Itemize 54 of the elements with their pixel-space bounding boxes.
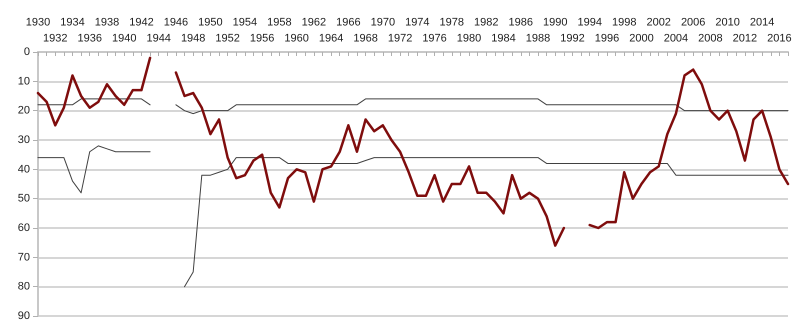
x-tick-label: 1970 bbox=[370, 16, 396, 28]
x-tick-label: 2006 bbox=[680, 16, 706, 28]
x-tick-label: 1946 bbox=[164, 16, 188, 28]
x-tick-label: 1964 bbox=[318, 32, 344, 44]
x-tick-label: 1936 bbox=[77, 32, 102, 44]
x-tick-label: 1988 bbox=[526, 32, 550, 44]
x-tick-label: 1950 bbox=[198, 16, 223, 28]
y-tick-label: 90 bbox=[18, 310, 30, 322]
x-tick-label: 1932 bbox=[43, 32, 68, 44]
x-tick-label: 2014 bbox=[750, 16, 774, 28]
x-tick-label: 1934 bbox=[60, 16, 85, 28]
x-tick-label: 1938 bbox=[94, 16, 120, 28]
x-tick-label: 1940 bbox=[112, 32, 136, 44]
y-tick-label: 80 bbox=[18, 280, 30, 293]
x-tick-label: 1978 bbox=[440, 16, 464, 28]
x-tick-label: 2002 bbox=[646, 16, 671, 28]
x-tick-label: 2010 bbox=[715, 16, 740, 28]
x-tick-label: 1982 bbox=[474, 16, 499, 28]
x-tick-label: 1992 bbox=[560, 32, 585, 44]
x-tick-label: 1984 bbox=[491, 32, 516, 44]
x-tick-label: 1980 bbox=[456, 32, 482, 44]
x-tick-label: 1994 bbox=[577, 16, 602, 28]
x-tick-label: 1956 bbox=[250, 32, 274, 44]
x-tick-label: 1952 bbox=[215, 32, 240, 44]
y-tick-label: 30 bbox=[18, 134, 30, 146]
x-tick-label: 1960 bbox=[284, 32, 309, 44]
y-tick-label: 10 bbox=[18, 75, 30, 88]
x-tick-label: 1974 bbox=[405, 16, 430, 28]
x-tick-label: 2016 bbox=[767, 32, 792, 44]
y-tick-label: 60 bbox=[18, 222, 30, 234]
x-tick-label: 1976 bbox=[422, 32, 447, 44]
x-tick-label: 1986 bbox=[508, 16, 533, 28]
x-tick-label: 1942 bbox=[129, 16, 154, 28]
y-tick-label: 0 bbox=[24, 46, 30, 58]
x-tick-label: 1962 bbox=[302, 16, 326, 28]
x-tick-label: 1990 bbox=[543, 16, 568, 28]
x-tick-label: 2012 bbox=[732, 32, 758, 44]
x-tick-label: 2004 bbox=[664, 32, 688, 44]
x-tick-label: 2000 bbox=[629, 32, 654, 44]
x-tick-label: 1954 bbox=[232, 16, 258, 28]
x-tick-label: 1966 bbox=[336, 16, 361, 28]
x-tick-label: 1996 bbox=[594, 32, 620, 44]
x-tick-label: 1968 bbox=[353, 32, 378, 44]
x-tick-label: 1944 bbox=[146, 32, 171, 44]
x-tick-label: 1998 bbox=[612, 16, 636, 28]
y-tick-label: 70 bbox=[18, 251, 30, 264]
x-tick-label: 1972 bbox=[388, 32, 412, 44]
y-tick-label: 20 bbox=[18, 104, 30, 117]
x-tick-label: 1930 bbox=[26, 16, 50, 28]
x-tick-label: 1958 bbox=[267, 16, 292, 28]
x-tick-label: 2008 bbox=[698, 32, 723, 44]
y-tick-label: 50 bbox=[18, 192, 30, 205]
y-tick-label: 40 bbox=[18, 163, 30, 176]
x-tick-label: 1948 bbox=[180, 32, 206, 44]
